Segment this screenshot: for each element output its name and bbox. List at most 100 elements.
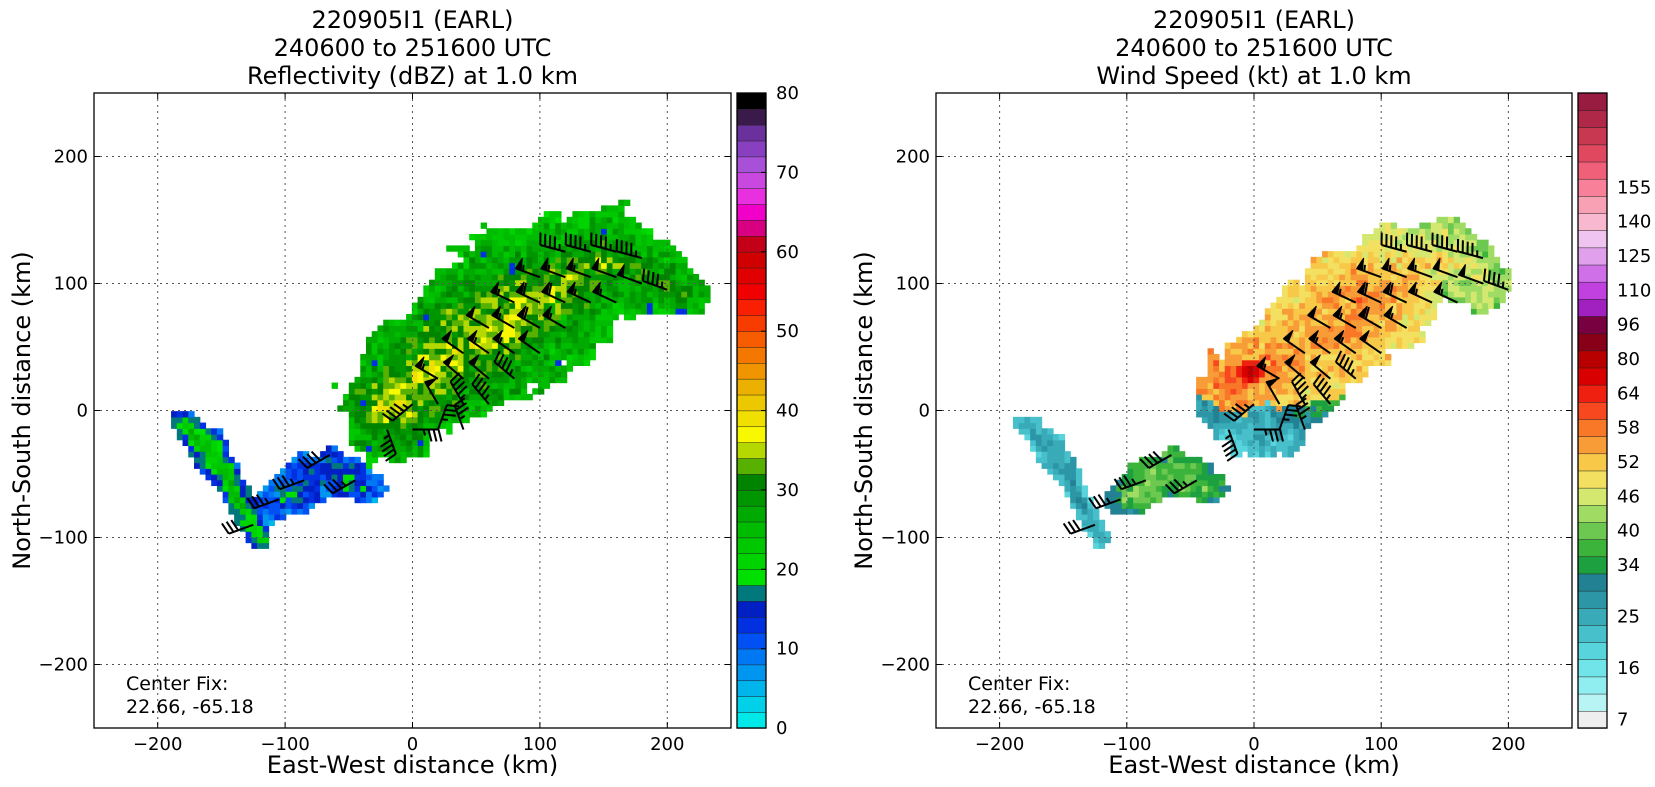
- field-cell: [520, 371, 528, 378]
- field-cell: [216, 428, 224, 435]
- x-axis-label: East-West distance (km): [1108, 751, 1399, 779]
- field-cell: [1322, 359, 1329, 367]
- field-cell: [543, 325, 551, 332]
- field-cell: [365, 485, 373, 492]
- field-cell: [589, 331, 596, 338]
- field-cell: [589, 313, 596, 321]
- field-cell: [1476, 256, 1483, 264]
- field-cell: [1488, 273, 1495, 281]
- field-cell: [446, 342, 453, 349]
- field-cell: [692, 279, 700, 287]
- field-cell: [1327, 251, 1335, 258]
- field-cell: [1287, 382, 1295, 389]
- field-cell: [451, 411, 459, 418]
- field-cell: [1333, 331, 1340, 338]
- field-cell: [451, 393, 459, 401]
- field-cell: [1299, 319, 1306, 327]
- field-cell: [629, 308, 637, 315]
- field-cell: [595, 222, 602, 229]
- field-cell: [1316, 262, 1323, 269]
- field-cell: [1247, 433, 1254, 441]
- field-cell: [446, 365, 453, 372]
- field-cell: [1133, 496, 1140, 504]
- field-cell: [1207, 462, 1214, 469]
- field-cell: [503, 325, 510, 332]
- field-cell: [1110, 491, 1117, 498]
- field-cell: [1344, 273, 1352, 281]
- field-cell: [618, 285, 625, 292]
- field-cell: [1425, 279, 1432, 287]
- field-cell: [606, 331, 614, 338]
- field-cell: [1344, 313, 1352, 321]
- field-cell: [302, 502, 310, 509]
- field-cell: [629, 285, 637, 292]
- field-cell: [526, 285, 533, 292]
- field-cell: [1402, 251, 1409, 258]
- field-cell: [595, 279, 602, 287]
- field-cell: [291, 502, 298, 509]
- field-cell: [503, 262, 510, 269]
- field-cell: [1236, 422, 1243, 429]
- field-cell: [1373, 319, 1380, 327]
- wind-barb: [381, 403, 414, 422]
- field-cell: [618, 222, 625, 229]
- field-cell: [1230, 365, 1237, 372]
- field-cell: [532, 245, 539, 252]
- field-cell: [509, 342, 516, 349]
- field-cell: [1207, 468, 1214, 475]
- field-cell: [474, 336, 482, 344]
- field-cell: [1173, 474, 1180, 481]
- field-cell: [641, 262, 648, 269]
- field-cell: [1459, 222, 1466, 229]
- field-cell: [1350, 365, 1357, 372]
- field-cell: [1407, 279, 1415, 287]
- field-cell: [1207, 348, 1214, 355]
- field-cell: [503, 313, 510, 321]
- field-cell: [377, 428, 384, 435]
- field-cell: [1333, 382, 1340, 389]
- field-cell: [560, 319, 568, 327]
- field-cell: [1430, 296, 1438, 304]
- field-cell: [1493, 302, 1501, 309]
- field-cell: [354, 388, 361, 395]
- wind-barb: [1265, 377, 1281, 405]
- field-cell: [451, 268, 459, 275]
- field-cell: [629, 256, 637, 264]
- field-cell: [1322, 399, 1329, 407]
- field-cell: [1087, 514, 1094, 521]
- field-cell: [486, 313, 493, 321]
- field-cell: [1093, 536, 1100, 544]
- field-cell: [1413, 228, 1420, 235]
- field-cell: [1413, 336, 1420, 344]
- field-cell: [652, 239, 659, 246]
- field-cell: [1281, 451, 1289, 458]
- field-cell: [1339, 279, 1346, 287]
- colorbar-swatch: [1577, 453, 1608, 472]
- field-cell: [1373, 279, 1380, 287]
- field-cell: [262, 508, 270, 515]
- field-cell: [560, 291, 568, 298]
- field-cell: [1447, 273, 1455, 281]
- field-cell: [388, 348, 396, 355]
- field-cell: [1247, 393, 1254, 401]
- field-cell: [1299, 296, 1306, 304]
- field-cell: [543, 336, 551, 344]
- field-cell: [1327, 279, 1335, 287]
- field-cell: [646, 285, 654, 292]
- field-cell: [664, 291, 671, 298]
- field-cell: [354, 411, 361, 418]
- colorbar-swatch: [1577, 195, 1608, 214]
- field-cell: [377, 411, 384, 418]
- field-cell: [1230, 371, 1237, 378]
- field-cell: [1236, 348, 1243, 355]
- field-cell: [1276, 336, 1283, 344]
- field-cell: [1322, 405, 1329, 412]
- field-cell: [331, 456, 338, 464]
- field-cell: [566, 336, 573, 344]
- field-cell: [543, 279, 551, 287]
- field-cell: [1396, 256, 1403, 264]
- field-cell: [1241, 433, 1249, 441]
- field-cell: [1224, 416, 1232, 424]
- field-cell: [1024, 416, 1031, 424]
- field-cell: [1127, 485, 1134, 492]
